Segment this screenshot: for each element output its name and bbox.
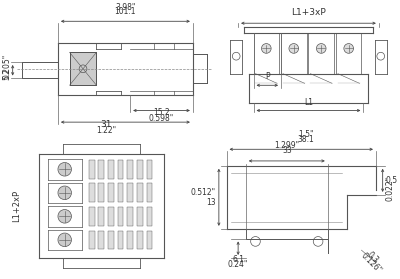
Text: 3.98": 3.98" <box>115 3 136 12</box>
Text: 15.2: 15.2 <box>153 108 170 117</box>
Bar <box>146 207 152 226</box>
Text: 1.5": 1.5" <box>298 130 314 139</box>
Text: P: P <box>265 72 270 81</box>
Text: 6.1: 6.1 <box>232 255 244 264</box>
Bar <box>89 207 94 226</box>
Text: 0.3: 0.3 <box>365 251 380 265</box>
Circle shape <box>251 237 260 246</box>
Text: 0.24": 0.24" <box>228 259 248 269</box>
Circle shape <box>58 186 72 199</box>
Circle shape <box>232 52 240 60</box>
Bar <box>127 160 133 179</box>
Bar <box>108 184 114 202</box>
Text: 0.512": 0.512" <box>191 188 216 197</box>
Text: 33: 33 <box>282 146 292 155</box>
Text: 0.126": 0.126" <box>360 251 384 275</box>
Circle shape <box>58 210 72 223</box>
Bar <box>127 230 133 249</box>
Bar <box>108 160 114 179</box>
Bar <box>70 52 96 85</box>
Bar <box>118 160 124 179</box>
Text: 101.1: 101.1 <box>115 8 136 16</box>
Bar <box>89 160 94 179</box>
Bar <box>108 230 114 249</box>
Bar <box>137 207 143 226</box>
Text: 13: 13 <box>206 198 216 207</box>
Text: 38.1: 38.1 <box>298 135 314 145</box>
Text: 5.2: 5.2 <box>3 68 12 80</box>
Bar <box>137 184 143 202</box>
Text: 31: 31 <box>100 120 112 129</box>
Text: 1.22": 1.22" <box>96 126 116 135</box>
Text: 0.205": 0.205" <box>3 54 12 79</box>
Circle shape <box>289 44 298 53</box>
Text: 1.299": 1.299" <box>274 141 299 150</box>
Bar <box>98 160 104 179</box>
Bar <box>98 184 104 202</box>
Bar <box>118 207 124 226</box>
Circle shape <box>344 44 354 53</box>
Bar <box>118 230 124 249</box>
Circle shape <box>377 52 384 60</box>
Bar <box>89 184 94 202</box>
Bar <box>146 160 152 179</box>
Bar <box>127 184 133 202</box>
Circle shape <box>262 44 271 53</box>
Bar <box>146 230 152 249</box>
Text: 0.022": 0.022" <box>386 175 394 201</box>
Text: L1+2xP: L1+2xP <box>12 190 21 222</box>
Circle shape <box>58 162 72 176</box>
Bar <box>127 207 133 226</box>
Bar <box>137 230 143 249</box>
Circle shape <box>316 44 326 53</box>
Bar <box>98 207 104 226</box>
Bar <box>108 207 114 226</box>
Bar <box>98 230 104 249</box>
Bar <box>89 230 94 249</box>
Text: L1: L1 <box>304 98 313 107</box>
Text: 0.598": 0.598" <box>149 114 174 123</box>
Circle shape <box>313 237 323 246</box>
Circle shape <box>58 233 72 247</box>
Bar <box>118 184 124 202</box>
Text: L1+3xP: L1+3xP <box>291 8 326 17</box>
Bar <box>137 160 143 179</box>
Text: 0.5: 0.5 <box>386 176 398 185</box>
Bar <box>146 184 152 202</box>
